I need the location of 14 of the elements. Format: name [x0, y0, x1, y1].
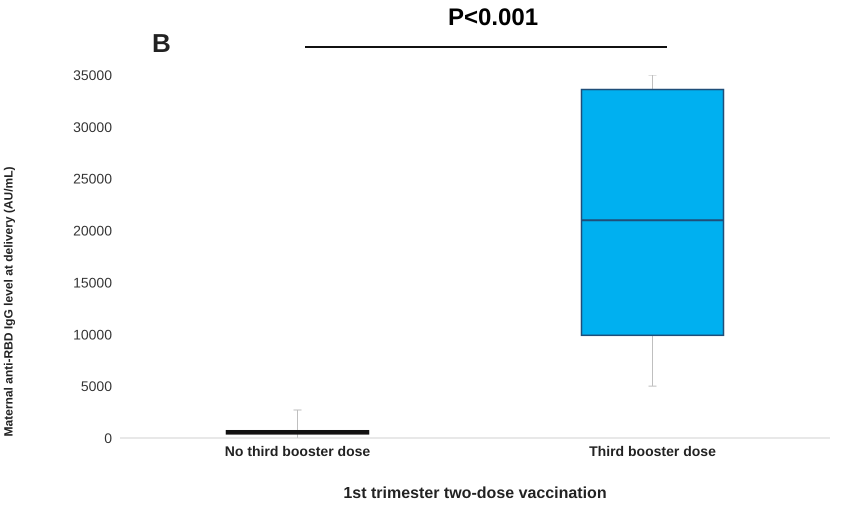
y-tick-label: 20000 [73, 222, 112, 239]
y-axis-title: Maternal anti-RBD IgG level at delivery (AU/mL) [1, 166, 16, 436]
x-tick-label: No third booster dose [224, 442, 370, 459]
y-tick-label: 25000 [73, 170, 112, 187]
x-axis-title: 1st trimester two-dose vaccination [343, 485, 607, 502]
text: B [152, 28, 171, 59]
y-tick-label: 10000 [73, 326, 112, 342]
y-tick-label: 15000 [73, 274, 112, 290]
y-tick-label: 35000 [73, 66, 112, 83]
x-tick-label: Third booster dose [589, 442, 716, 459]
chart-title: P<0.001 [448, 4, 538, 31]
y-tick-label: 5000 [80, 378, 112, 394]
y-tick-label: 30000 [73, 118, 112, 135]
y-tick-label: 0 [104, 430, 112, 446]
